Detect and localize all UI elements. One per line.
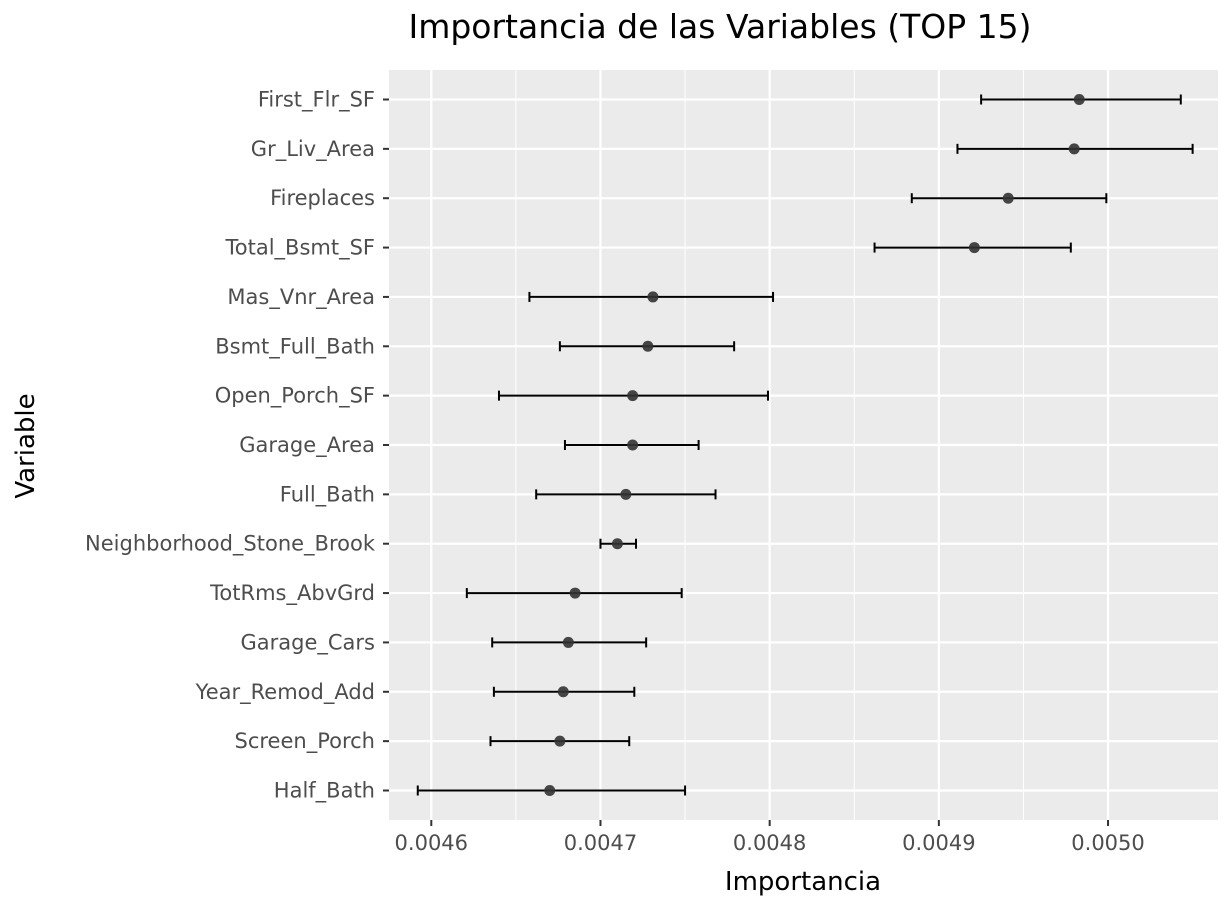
y-tick-label: Open_Porch_SF xyxy=(215,384,375,409)
x-axis: 0.0046 0.0047 0.0048 0.0049 0.0050 xyxy=(395,820,1145,855)
chart-title: Importancia de las Variables (TOP 15) xyxy=(408,7,1031,46)
y-tick-label: Total_Bsmt_SF xyxy=(225,236,376,261)
y-tick-label: Year_Remod_Add xyxy=(195,680,375,705)
y-tick-label: First_Flr_SF xyxy=(258,88,375,113)
data-point xyxy=(569,587,581,599)
data-marks xyxy=(416,94,1194,796)
data-point xyxy=(544,785,556,796)
data-point xyxy=(968,242,980,254)
data-point xyxy=(1068,143,1080,155)
data-point xyxy=(562,636,574,648)
x-axis-title: Importancia xyxy=(725,867,881,897)
data-point xyxy=(642,340,654,352)
data-point xyxy=(1002,192,1014,204)
y-axis-title: Variable xyxy=(11,393,41,498)
y-tick-label: Screen_Porch xyxy=(235,729,376,754)
data-point xyxy=(627,439,639,451)
data-point xyxy=(554,735,566,747)
x-tick-label: 0.0048 xyxy=(733,831,806,855)
y-tick-label: Gr_Liv_Area xyxy=(251,137,375,162)
y-tick-label: Full_Bath xyxy=(280,482,375,507)
y-axis: First_Flr_SF Gr_Liv_Area Fireplaces Total_B… xyxy=(85,88,389,804)
x-tick-label: 0.0046 xyxy=(395,831,468,855)
y-tick-label: Half_Bath xyxy=(274,779,375,804)
y-tick-label: Fireplaces xyxy=(270,186,375,210)
x-tick-label: 0.0047 xyxy=(564,831,637,855)
y-tick-label: Neighborhood_Stone_Brook xyxy=(85,532,376,557)
x-tick-label: 0.0049 xyxy=(902,831,975,855)
y-tick-label: Mas_Vnr_Area xyxy=(227,285,375,310)
data-point xyxy=(620,488,632,500)
data-point xyxy=(557,686,569,698)
y-tick-label: Garage_Area xyxy=(239,433,375,458)
x-tick-label: 0.0050 xyxy=(1071,831,1144,855)
data-point xyxy=(647,291,659,303)
data-point xyxy=(611,538,623,550)
y-tick-label: Garage_Cars xyxy=(240,630,375,655)
data-point xyxy=(627,390,639,402)
y-tick-label: TotRms_AbvGrd xyxy=(209,581,375,606)
y-tick-label: Bsmt_Full_Bath xyxy=(215,334,375,359)
data-point xyxy=(1073,94,1085,105)
